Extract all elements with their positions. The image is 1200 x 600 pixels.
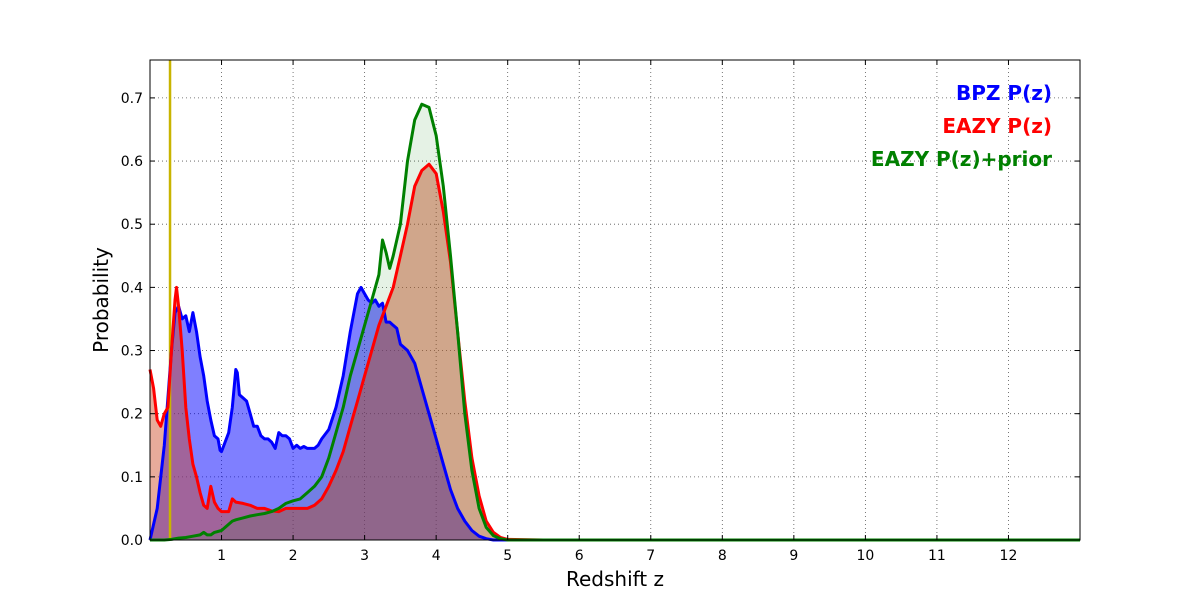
series-fills <box>150 104 1080 540</box>
x-tick-label: 9 <box>789 548 798 564</box>
plot-frame <box>149 59 1081 541</box>
y-tick-label: 0.1 <box>121 470 143 486</box>
y-tick-label: 0.0 <box>121 533 143 549</box>
series-line-eazy-p-z-prior <box>150 102 1080 542</box>
x-tick-label: 1 <box>217 548 226 564</box>
series-line-bpz-p-z <box>148 285 1080 542</box>
y-tick-label: 0.5 <box>121 217 143 233</box>
y-tick-label: 0.4 <box>121 280 143 296</box>
x-tick-label: 6 <box>575 548 584 564</box>
x-tick-label: 2 <box>289 548 298 564</box>
series-fill-eazy-p-z <box>150 164 1080 540</box>
series-lines <box>148 102 1080 542</box>
y-tick-label: 0.2 <box>121 407 143 423</box>
legend-entry-eazy-p-z-prior: EAZY P(z)+prior <box>871 147 1052 171</box>
x-tick-label: 4 <box>432 548 441 564</box>
legend-entry-bpz-p-z: BPZ P(z) <box>956 81 1052 105</box>
x-tick-label: 10 <box>856 548 874 564</box>
x-axis-title: Redshift z <box>566 567 664 591</box>
grid-lines <box>150 60 1080 540</box>
series-fill-bpz-p-z <box>150 287 1080 540</box>
y-tick-label: 0.3 <box>121 344 143 360</box>
series-fill-eazy-p-z-prior <box>150 104 1080 540</box>
legend: BPZ P(z) EAZY P(z) EAZY P(z)+prior <box>871 81 1052 171</box>
x-tick-label: 7 <box>646 548 655 564</box>
x-tick-label: 11 <box>928 548 946 564</box>
y-tick-label: 0.7 <box>121 91 143 107</box>
x-tick-label: 5 <box>503 548 512 564</box>
x-tick-label: 12 <box>1000 548 1018 564</box>
x-tick-label: 3 <box>360 548 369 564</box>
x-tick-label: 8 <box>718 548 727 564</box>
y-tick-label: 0.6 <box>121 154 143 170</box>
y-axis-title: Probability <box>89 247 113 353</box>
legend-entry-eazy-p-z: EAZY P(z) <box>942 114 1052 138</box>
series-line-eazy-p-z <box>148 162 1080 542</box>
axis-ticks: 1 2 3 4 5 6 7 8 9 10 11 120.00.10.20.30.40.50.60.7 <box>121 60 1080 564</box>
